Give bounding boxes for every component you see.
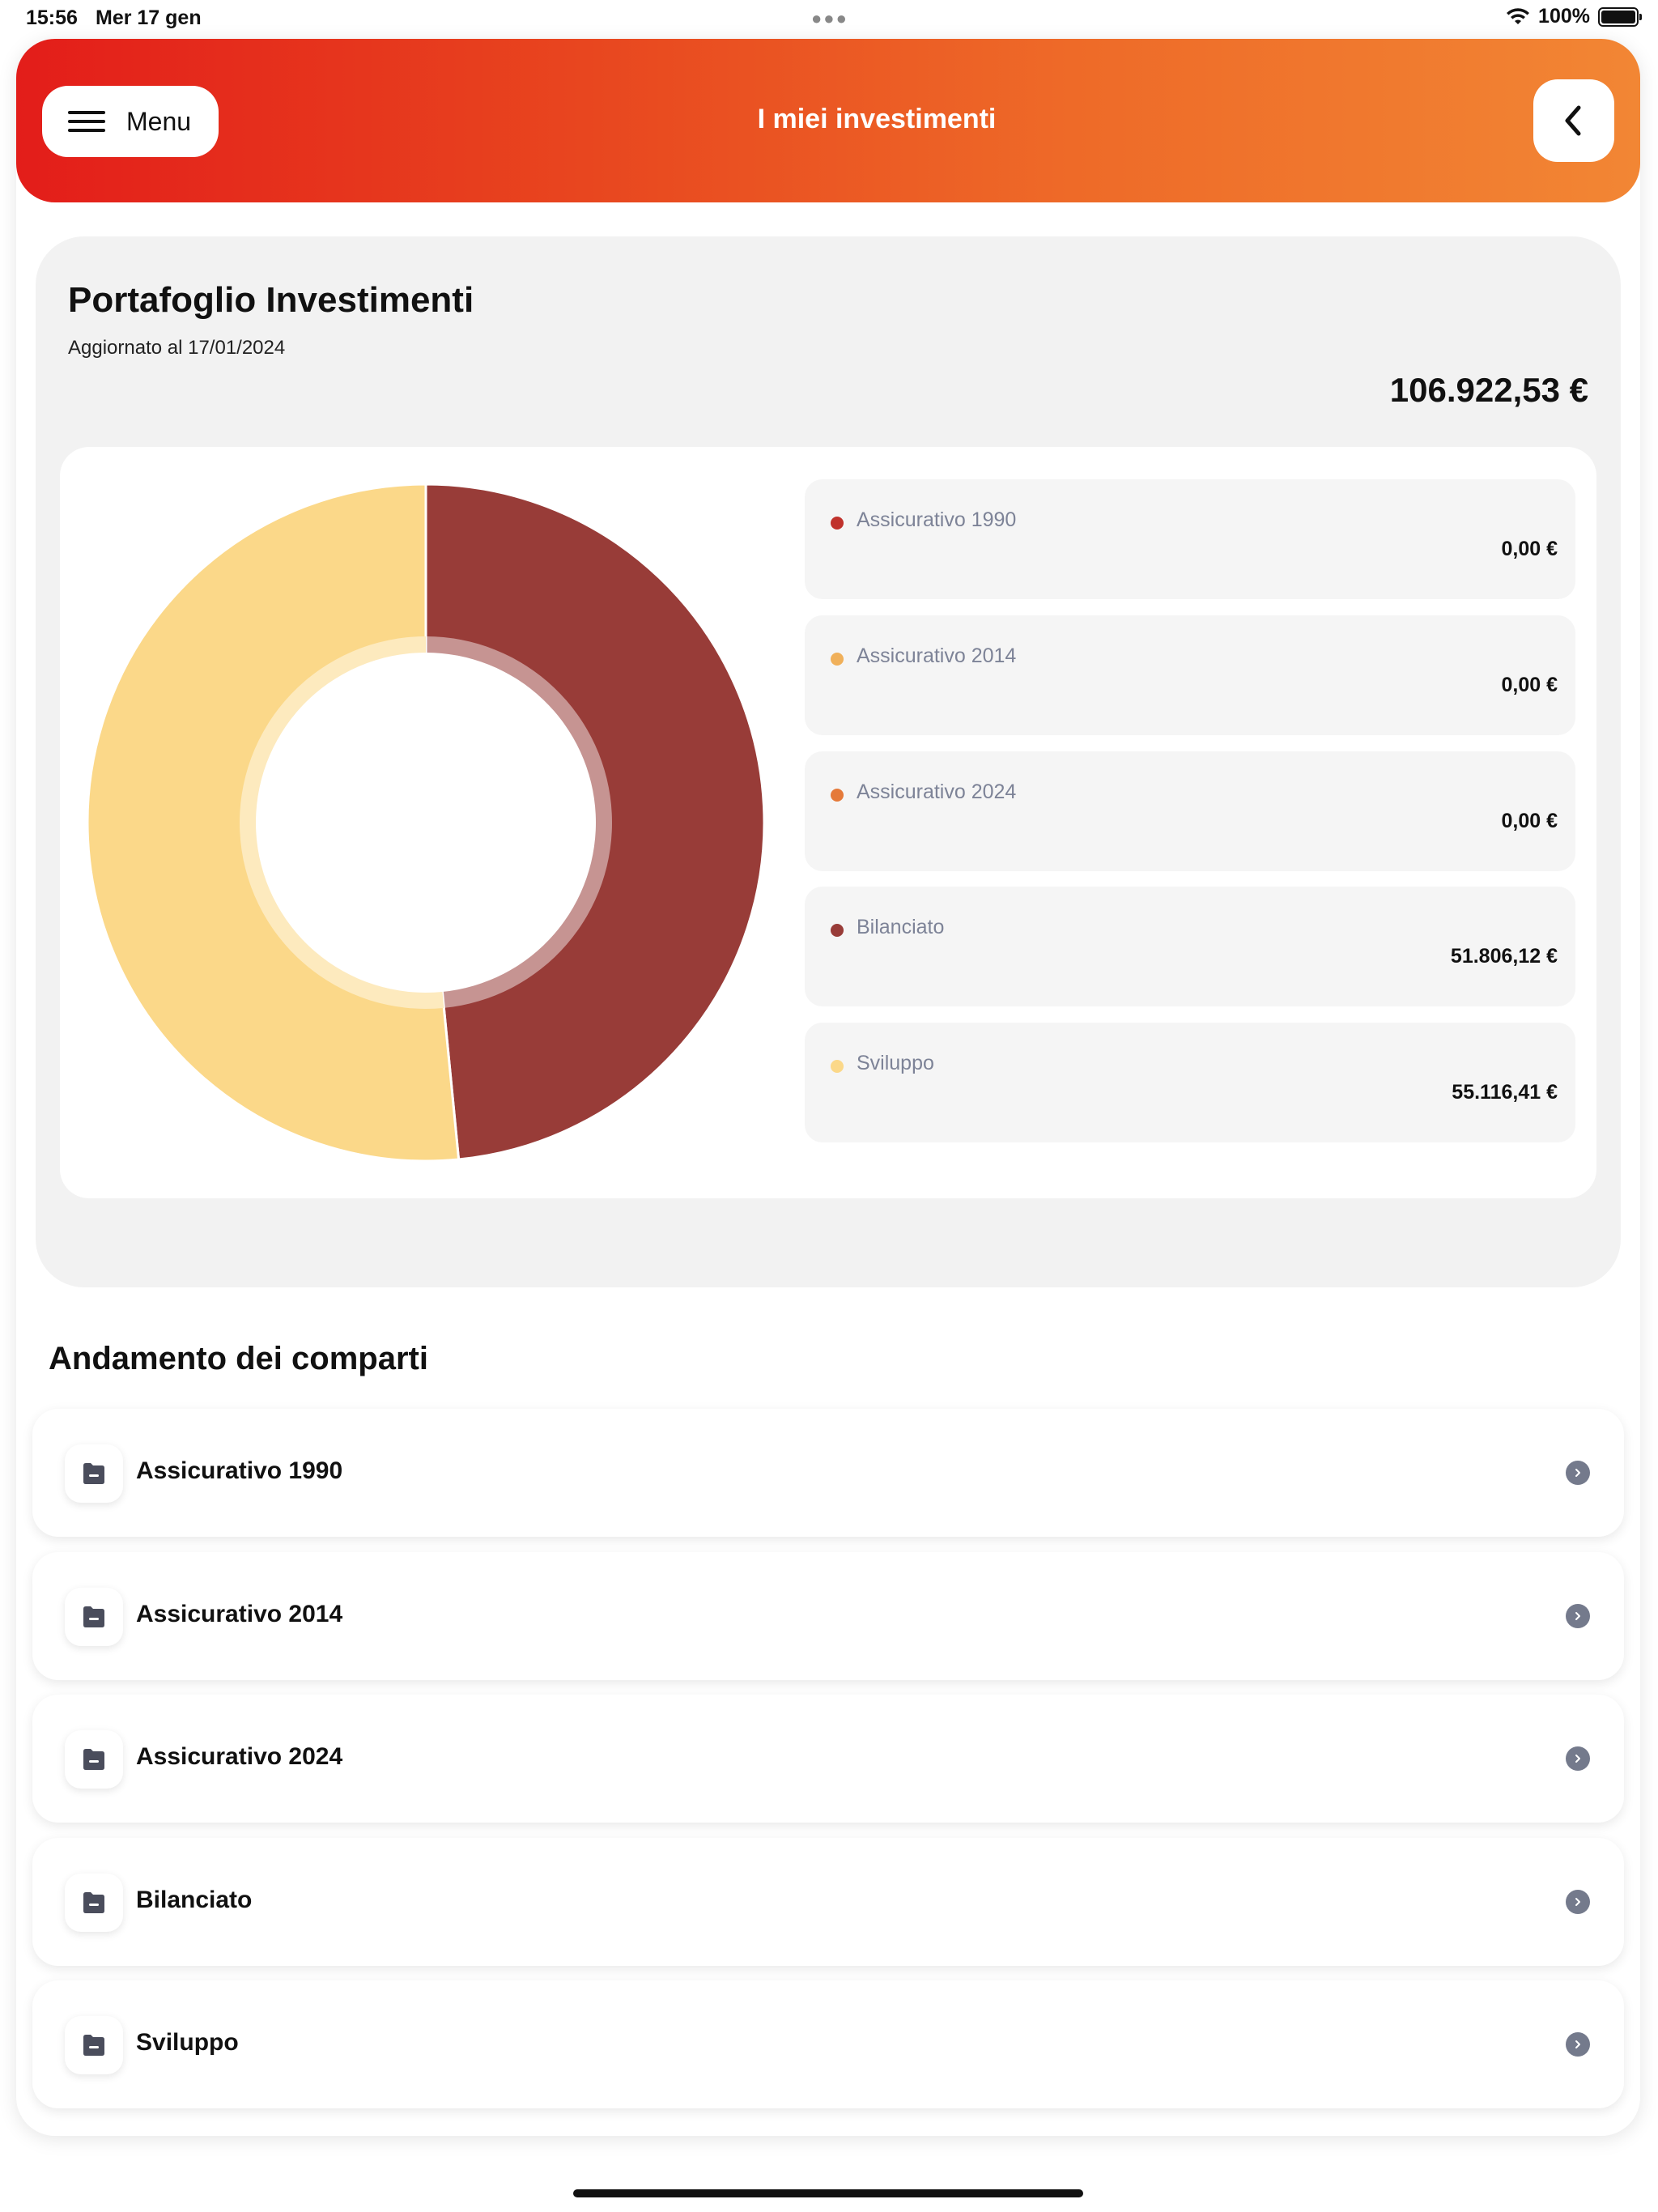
folder-icon-box	[65, 1588, 123, 1646]
fund-label: Assicurativo 2014	[136, 1601, 343, 1627]
status-time: 15:56	[26, 6, 78, 29]
multitasking-dots-icon[interactable]: ●●●	[811, 8, 848, 28]
folder-icon	[83, 1463, 104, 1484]
fund-row[interactable]: Assicurativo 1990	[32, 1409, 1624, 1537]
status-bar: 15:56 Mer 17 gen ●●● 100%	[0, 0, 1658, 39]
legend-item: Assicurativo 2014 0,00 €	[805, 615, 1575, 735]
fund-row[interactable]: Assicurativo 2014	[32, 1552, 1624, 1680]
chevron-right-icon[interactable]	[1566, 1890, 1590, 1914]
chevron-left-icon	[1565, 105, 1581, 136]
fund-row[interactable]: Bilanciato	[32, 1838, 1624, 1966]
wifi-icon	[1507, 7, 1530, 24]
home-indicator[interactable]	[573, 2189, 1083, 2197]
header-bar	[16, 39, 1640, 202]
chevron-right-icon[interactable]	[1566, 1461, 1590, 1485]
chevron-right-icon[interactable]	[1566, 1746, 1590, 1771]
legend-dot	[831, 924, 844, 937]
folder-icon-box	[65, 1730, 123, 1789]
legend-item: Bilanciato 51.806,12 €	[805, 887, 1575, 1006]
chevron-right-icon[interactable]	[1566, 1604, 1590, 1628]
fund-label: Sviluppo	[136, 2029, 239, 2056]
folder-icon-box	[65, 1874, 123, 1932]
legend-label: Assicurativo 1990	[857, 508, 1017, 531]
battery-icon	[1598, 6, 1642, 27]
legend-dot	[831, 517, 844, 530]
legend-dot	[831, 789, 844, 802]
chevron-right-icon[interactable]	[1566, 2032, 1590, 2057]
legend-item: Sviluppo 55.116,41 €	[805, 1023, 1575, 1142]
folder-icon-box	[65, 2016, 123, 2074]
menu-button[interactable]: Menu	[42, 86, 219, 157]
fund-label: Assicurativo 1990	[136, 1457, 343, 1484]
legend-label: Sviluppo	[857, 1052, 934, 1074]
legend-label: Bilanciato	[857, 916, 945, 938]
fund-row[interactable]: Assicurativo 2024	[32, 1695, 1624, 1823]
hamburger-icon	[68, 111, 105, 132]
donut-slice-bilanciato[interactable]	[424, 483, 766, 1161]
portfolio-title: Portafoglio Investimenti	[68, 280, 474, 320]
battery-percentage: 100%	[1538, 5, 1590, 28]
donut-slice-sviluppo[interactable]	[86, 483, 461, 1163]
legend-value: 0,00 €	[1501, 674, 1558, 696]
legend-value: 51.806,12 €	[1450, 945, 1558, 968]
folder-icon	[83, 2035, 104, 2056]
status-date: Mer 17 gen	[96, 6, 202, 29]
portfolio-total: 106.922,53 €	[1389, 371, 1588, 409]
donut-chart	[86, 483, 766, 1163]
legend-value: 55.116,41 €	[1452, 1081, 1558, 1104]
legend-value: 0,00 €	[1501, 538, 1558, 560]
folder-icon	[83, 1749, 104, 1770]
legend-value: 0,00 €	[1501, 810, 1558, 832]
legend-dot	[831, 1060, 844, 1073]
folder-icon	[83, 1606, 104, 1627]
menu-label: Menu	[126, 106, 192, 136]
section-title: Andamento dei comparti	[49, 1341, 428, 1376]
legend-label: Assicurativo 2014	[857, 644, 1017, 667]
portfolio-updated-date: Aggiornato al 17/01/2024	[68, 337, 286, 359]
legend-item: Assicurativo 2024 0,00 €	[805, 751, 1575, 871]
legend-label: Assicurativo 2024	[857, 781, 1017, 803]
legend-dot	[831, 653, 844, 666]
back-button[interactable]	[1533, 79, 1614, 162]
page-title: I miei investimenti	[757, 104, 997, 134]
legend-item: Assicurativo 1990 0,00 €	[805, 479, 1575, 599]
fund-label: Assicurativo 2024	[136, 1743, 343, 1770]
fund-label: Bilanciato	[136, 1887, 253, 1913]
folder-icon-box	[65, 1444, 123, 1503]
fund-row[interactable]: Sviluppo	[32, 1980, 1624, 2108]
folder-icon	[83, 1892, 104, 1913]
